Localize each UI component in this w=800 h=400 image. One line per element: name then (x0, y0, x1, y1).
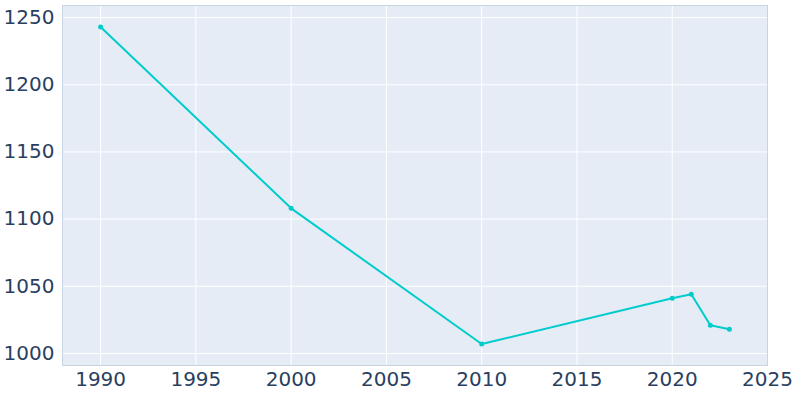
svg-text:2000: 2000 (266, 367, 317, 391)
svg-text:1150: 1150 (4, 139, 55, 163)
svg-text:2005: 2005 (361, 367, 412, 391)
svg-text:1250: 1250 (4, 5, 55, 29)
svg-text:2020: 2020 (647, 367, 698, 391)
svg-text:2025: 2025 (742, 367, 793, 391)
svg-text:2015: 2015 (552, 367, 603, 391)
svg-text:2010: 2010 (456, 367, 507, 391)
svg-text:1995: 1995 (170, 367, 221, 391)
svg-text:1990: 1990 (75, 367, 126, 391)
svg-text:1050: 1050 (4, 274, 55, 298)
svg-text:1100: 1100 (4, 206, 55, 230)
svg-text:1200: 1200 (4, 72, 55, 96)
svg-text:1000: 1000 (4, 341, 55, 365)
